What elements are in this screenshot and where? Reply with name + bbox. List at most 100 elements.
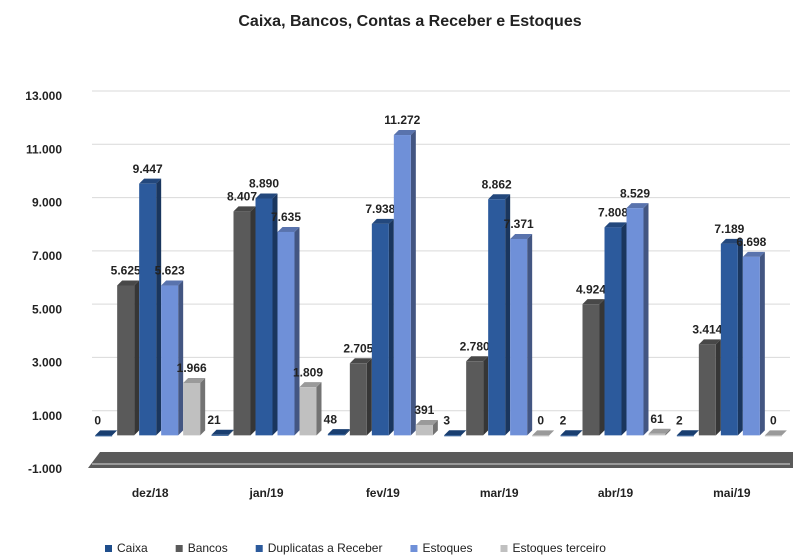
legend-label: Duplicatas a Receber bbox=[268, 541, 383, 555]
bar bbox=[676, 435, 694, 437]
value-label: 61 bbox=[650, 412, 664, 426]
y-tick-label: 1.000 bbox=[32, 409, 62, 423]
value-label: 1.966 bbox=[177, 361, 207, 375]
x-tick-label: fev/19 bbox=[366, 486, 400, 500]
bar bbox=[327, 434, 345, 436]
bar bbox=[582, 304, 600, 436]
bar-side bbox=[665, 428, 671, 436]
bar-side bbox=[483, 356, 489, 436]
legend-label: Estoques bbox=[422, 541, 472, 555]
bar-side bbox=[294, 226, 300, 436]
bar bbox=[698, 344, 716, 436]
y-tick-label: 7.000 bbox=[32, 249, 62, 263]
legend-swatch bbox=[105, 545, 112, 552]
bar-top bbox=[626, 203, 649, 209]
bar-side bbox=[272, 193, 278, 436]
bar-top bbox=[371, 218, 394, 224]
bar bbox=[117, 285, 135, 436]
value-label: 7.371 bbox=[504, 217, 534, 231]
value-label: 11.272 bbox=[384, 113, 420, 127]
bar-top bbox=[299, 382, 322, 388]
x-tick-label: abr/19 bbox=[598, 486, 634, 500]
bar bbox=[510, 238, 528, 436]
bar bbox=[720, 243, 738, 436]
bar-side bbox=[200, 377, 206, 436]
bar-top bbox=[560, 430, 583, 436]
value-label: 7.808 bbox=[598, 206, 628, 220]
value-label: 8.529 bbox=[620, 186, 650, 200]
bar bbox=[95, 435, 113, 437]
bar bbox=[764, 435, 782, 437]
value-label: 7.189 bbox=[714, 222, 744, 236]
value-label: 8.862 bbox=[482, 177, 512, 191]
value-label: 3.414 bbox=[692, 323, 722, 337]
x-tick-label: dez/18 bbox=[132, 486, 169, 500]
bar-side bbox=[759, 251, 765, 436]
value-label: 2 bbox=[676, 413, 683, 427]
bar-side bbox=[178, 280, 184, 436]
bar bbox=[233, 211, 251, 436]
legend-label: Caixa bbox=[117, 541, 148, 555]
bar bbox=[299, 387, 317, 436]
bar bbox=[532, 435, 550, 437]
value-label: 6.698 bbox=[736, 235, 766, 249]
bar-side bbox=[316, 382, 322, 436]
value-label: 21 bbox=[207, 413, 221, 427]
bar-top bbox=[488, 194, 511, 200]
bar bbox=[560, 435, 578, 437]
value-label: 0 bbox=[770, 414, 777, 428]
value-label: 2.705 bbox=[343, 341, 373, 355]
x-tick-label: jan/19 bbox=[248, 486, 283, 500]
bar-top bbox=[117, 280, 140, 286]
x-tick-label: mai/19 bbox=[713, 486, 751, 500]
bar bbox=[211, 434, 229, 436]
value-label: 2.780 bbox=[460, 339, 490, 353]
value-label: 0 bbox=[537, 414, 544, 428]
bar-top bbox=[393, 130, 416, 136]
bar-side bbox=[505, 194, 511, 436]
bar bbox=[444, 435, 462, 437]
value-label: 48 bbox=[324, 412, 338, 426]
bar-side bbox=[410, 130, 416, 436]
y-tick-label: 11.000 bbox=[26, 142, 62, 156]
bar-top bbox=[255, 193, 278, 199]
bar-side bbox=[461, 430, 467, 436]
bar-side bbox=[432, 419, 438, 436]
value-label: 7.938 bbox=[365, 202, 395, 216]
bar-top bbox=[161, 280, 184, 286]
bar-top bbox=[466, 356, 489, 362]
bar-side bbox=[388, 218, 394, 436]
value-label: 1.809 bbox=[293, 365, 323, 379]
bar-top bbox=[742, 251, 765, 257]
bar bbox=[371, 223, 389, 436]
value-label: 7.635 bbox=[271, 210, 301, 224]
bar-top bbox=[139, 178, 162, 184]
bar bbox=[349, 363, 367, 436]
bar-side bbox=[134, 280, 140, 436]
bar-top bbox=[532, 430, 555, 436]
legend-swatch bbox=[175, 545, 183, 552]
bar-top bbox=[327, 429, 350, 435]
bar-top bbox=[582, 299, 605, 305]
y-tick-label: 3.000 bbox=[32, 356, 62, 370]
value-label: 5.623 bbox=[155, 264, 185, 278]
bar-side bbox=[599, 299, 605, 436]
legend-swatch bbox=[410, 545, 418, 552]
value-label: 8.407 bbox=[227, 190, 257, 204]
bar-top bbox=[183, 377, 206, 383]
value-label: 0 bbox=[94, 414, 101, 428]
legend-swatch bbox=[500, 545, 508, 552]
bar-top bbox=[720, 238, 743, 244]
y-tick-label: 9.000 bbox=[32, 196, 62, 210]
bar-top bbox=[676, 430, 699, 436]
bar-top bbox=[510, 233, 533, 239]
y-tick-label: 5.000 bbox=[32, 302, 62, 316]
x-tick-label: mar/19 bbox=[480, 486, 519, 500]
legend-label: Estoques terceiro bbox=[513, 541, 607, 555]
bar-side bbox=[527, 233, 533, 436]
bar bbox=[626, 208, 644, 436]
bar-top bbox=[233, 206, 256, 212]
bar bbox=[277, 231, 295, 436]
bar-top bbox=[648, 428, 671, 434]
